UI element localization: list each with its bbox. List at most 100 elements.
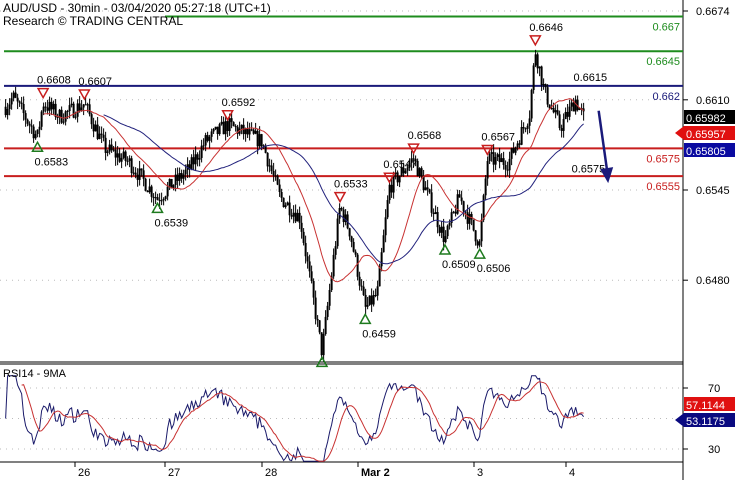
candle — [562, 113, 565, 138]
candle-body — [176, 174, 179, 181]
candle-body — [160, 200, 163, 202]
candle — [232, 121, 235, 127]
candle — [364, 288, 367, 315]
candle — [538, 66, 541, 77]
candle-body — [214, 126, 217, 130]
candle-body — [418, 168, 421, 177]
candle — [460, 190, 463, 205]
candle-body — [556, 110, 559, 115]
candle — [476, 239, 479, 249]
candle-body — [412, 158, 415, 160]
candle — [354, 249, 357, 258]
candle-body — [582, 108, 585, 112]
candle — [326, 301, 329, 321]
candle-body — [322, 334, 325, 356]
candle-body — [226, 121, 229, 131]
candle — [104, 131, 107, 161]
candle-body — [92, 124, 95, 132]
candle-body — [540, 66, 543, 85]
candle — [132, 166, 135, 176]
candle — [280, 188, 283, 203]
candle-body — [210, 131, 213, 137]
buy-signal-triangle-icon — [151, 201, 164, 214]
candle-body — [216, 126, 219, 134]
candle-body — [142, 170, 145, 179]
candle-body — [478, 241, 481, 246]
candle-body — [114, 149, 117, 158]
candle — [416, 158, 419, 177]
candle-body — [36, 129, 39, 135]
candle-body — [40, 111, 43, 127]
candle — [108, 139, 111, 155]
candle-body — [366, 305, 369, 307]
candle-body — [276, 175, 279, 185]
candle — [576, 95, 579, 112]
candle-body — [370, 295, 373, 305]
buy-signal-triangle-icon — [473, 247, 487, 259]
candle-body — [286, 202, 289, 206]
candle — [544, 83, 547, 93]
candle — [514, 146, 517, 156]
candle — [76, 99, 79, 123]
candle — [90, 112, 93, 129]
candle — [358, 271, 361, 291]
candle-body — [4, 106, 7, 116]
candle-body — [260, 134, 263, 147]
rsi-badge — [684, 413, 735, 427]
candle-body — [436, 212, 439, 228]
candle — [432, 208, 435, 221]
candle — [272, 162, 275, 182]
sell-signal-triangle-icon — [36, 87, 50, 100]
rsi-badge-label: 57.1144 — [686, 400, 725, 412]
candle-body — [562, 119, 565, 131]
candle — [248, 122, 251, 141]
candle — [224, 116, 227, 141]
candle-body — [484, 178, 487, 196]
candle — [572, 97, 575, 112]
candle — [124, 150, 127, 167]
candle — [222, 116, 225, 135]
candle — [414, 155, 417, 167]
candle-body — [558, 114, 561, 129]
candle-body — [494, 156, 497, 165]
candle — [204, 132, 207, 152]
price-annotation: 0.6583 — [35, 156, 69, 168]
candle — [332, 248, 335, 279]
candle-body — [422, 176, 425, 191]
candle — [356, 252, 359, 281]
candle-body — [264, 145, 267, 153]
candle-body — [522, 126, 525, 129]
candle — [342, 206, 345, 228]
candle — [494, 152, 497, 171]
candle — [574, 95, 577, 115]
candle — [190, 154, 193, 171]
candle-body — [520, 126, 523, 145]
candle-body — [170, 178, 173, 189]
candle — [362, 280, 365, 296]
candle-body — [80, 107, 83, 111]
candle — [304, 235, 307, 264]
candle — [56, 113, 59, 124]
candle — [316, 315, 319, 327]
candle-body — [268, 165, 271, 167]
candle-body — [546, 87, 549, 105]
candle — [560, 124, 563, 138]
candle-body — [442, 226, 445, 243]
candle — [278, 179, 281, 197]
candle — [468, 208, 471, 230]
candle-body — [516, 143, 519, 148]
candle-body — [82, 104, 85, 108]
price-annotation: 0.6459 — [362, 328, 396, 340]
candle — [488, 150, 491, 165]
candle — [172, 184, 175, 191]
candle-body — [118, 153, 121, 162]
candle — [290, 208, 293, 220]
sell-signal-triangle-icon — [407, 143, 420, 155]
candle — [510, 147, 513, 166]
candle — [338, 203, 341, 224]
candle — [396, 170, 399, 187]
candle-body — [204, 135, 207, 146]
candle-body — [374, 295, 377, 297]
candle-body — [90, 114, 93, 125]
